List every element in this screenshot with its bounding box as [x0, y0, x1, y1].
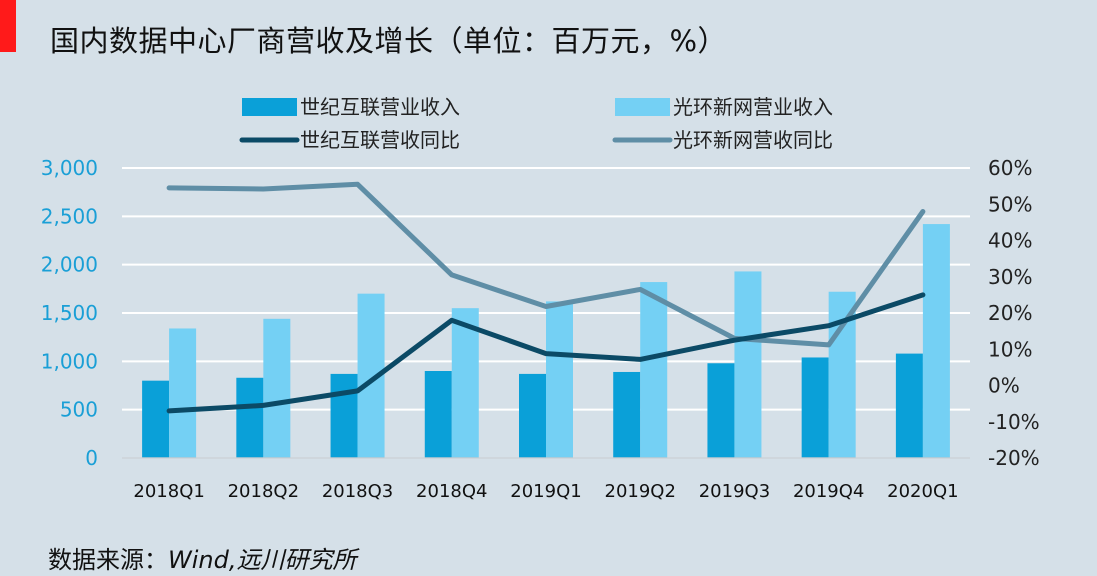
x-axis-tick-label: 2020Q1 [887, 481, 958, 502]
bar-shijihulian-revenue [613, 371, 641, 458]
legend-guanghuan-revenue-swatch [615, 98, 670, 116]
x-axis-tick-label: 2019Q4 [793, 481, 864, 502]
bar-shijihulian-revenue [142, 380, 170, 458]
legend-guanghuan-yoy-label: 光环新网营收同比 [673, 128, 833, 152]
bar-guanghuan-revenue [546, 301, 573, 458]
bar-shijihulian-revenue [519, 373, 546, 458]
right-axis-tick-label: 50% [988, 192, 1032, 216]
x-axis-tick-label: 2018Q1 [133, 481, 204, 502]
left-axis-tick-label: 3,000 [41, 156, 98, 180]
right-axis-tick-label: -20% [988, 446, 1040, 470]
right-axis-tick-label: -10% [988, 410, 1040, 434]
line-shijihulian-yoy [166, 292, 926, 414]
legend-guanghuan-revenue-label: 光环新网营业收入 [673, 95, 833, 119]
legend-shijihulian-revenue-label: 世纪互联营业收入 [300, 95, 460, 119]
left-axis-tick-label: 2,500 [41, 204, 98, 228]
source-note: 数据来源：Wind,远川研究所 [48, 540, 356, 575]
legend-shijihulian-yoy-label: 世纪互联营收同比 [300, 128, 460, 152]
bar-guanghuan-revenue [922, 224, 950, 458]
bar-shijihulian-revenue [707, 363, 735, 458]
x-axis-tick-label: 2019Q1 [510, 481, 581, 502]
x-axis-tick-label: 2019Q2 [605, 481, 676, 502]
bar-shijihulian-revenue [801, 357, 829, 458]
bar-guanghuan-revenue [640, 282, 668, 458]
x-axis-tick-label: 2018Q3 [322, 481, 393, 502]
right-axis-tick-label: 20% [988, 301, 1032, 325]
chart-title: 国内数据中心厂商营收及增长（单位：百万元，%） [50, 24, 728, 58]
right-axis-tick-label: 0% [988, 374, 1020, 398]
source-value: Wind,远川研究所 [168, 546, 357, 574]
left-axis-tick-label: 500 [60, 398, 98, 422]
left-axis-tick-label: 2,000 [41, 253, 98, 277]
bar-guanghuan-revenue [169, 328, 197, 458]
right-axis-tick-label: 10% [988, 337, 1032, 361]
left-axis-tick-label: 1,000 [41, 349, 98, 373]
left-axis-tick-label: 1,500 [41, 301, 98, 325]
left-axis-tick-label: 0 [85, 446, 98, 470]
x-axis-tick-label: 2019Q3 [699, 481, 770, 502]
legend-shijihulian-revenue-swatch [242, 98, 297, 116]
x-axis-tick-label: 2018Q2 [228, 481, 299, 502]
bar-shijihulian-revenue [424, 371, 452, 458]
title-accent-bar [0, 0, 16, 52]
bar-guanghuan-revenue [451, 308, 479, 458]
x-axis-tick-label: 2018Q4 [416, 481, 487, 502]
bar-guanghuan-revenue [734, 271, 762, 458]
bar-guanghuan-revenue [263, 318, 291, 458]
right-axis-tick-label: 40% [988, 229, 1032, 253]
bar-shijihulian-revenue [236, 377, 264, 458]
line-guanghuan-yoy [166, 181, 926, 348]
bar-shijihulian-revenue [895, 353, 923, 458]
source-label: 数据来源： [48, 546, 168, 574]
right-axis-tick-label: 30% [988, 265, 1032, 289]
bar-shijihulian-revenue [330, 373, 358, 458]
right-axis-tick-label: 60% [988, 156, 1032, 180]
